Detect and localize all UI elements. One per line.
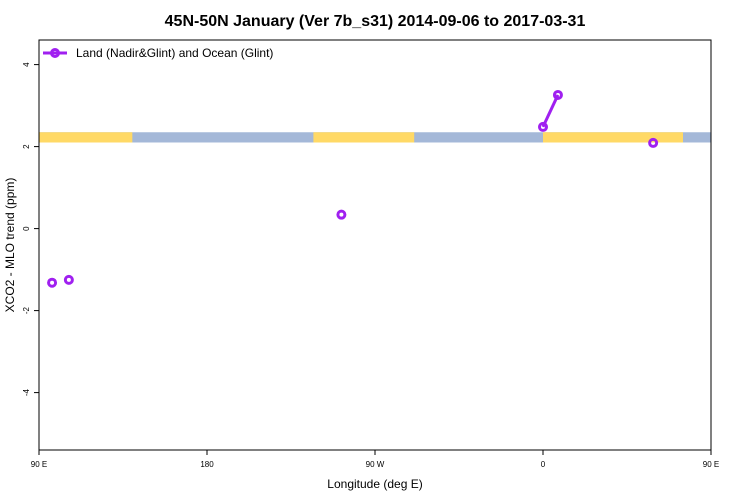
x-axis: 90 E 180 90 W 0 90 E — [31, 450, 719, 469]
data-point-4 — [552, 89, 563, 100]
y-tick-label-3: 2 — [22, 144, 31, 149]
y-tick-label-0: -4 — [22, 388, 31, 396]
y-tick-label-4: 4 — [22, 62, 31, 67]
data-point-1 — [63, 274, 74, 285]
y-tick-label-1: -2 — [22, 306, 31, 314]
y-axis-label: XCO2 - MLO trend (ppm) — [3, 178, 17, 313]
legend-marker — [50, 48, 60, 58]
chart-title: 45N-50N January (Ver 7b_s31) 2014-09-06 … — [165, 13, 586, 30]
series-line-segment-0 — [541, 94, 560, 128]
plot-frame — [38, 39, 712, 451]
data-point-2 — [336, 209, 347, 220]
data-point-5 — [648, 137, 659, 148]
land-ocean-band — [39, 132, 711, 143]
series-layer — [47, 89, 659, 288]
land-segment-2 — [543, 132, 683, 143]
x-tick-label-3: 0 — [541, 460, 546, 469]
y-tick-label-2: 0 — [22, 226, 31, 231]
y-axis: -4 -2 0 2 4 — [22, 62, 39, 396]
land-segment-1 — [313, 132, 415, 143]
legend: Land (Nadir&Glint) and Ocean (Glint) — [43, 46, 273, 60]
land-segment-0 — [39, 132, 133, 143]
data-point-3 — [538, 121, 548, 132]
x-tick-label-1: 180 — [200, 460, 214, 469]
legend-label: Land (Nadir&Glint) and Ocean (Glint) — [76, 46, 273, 60]
x-tick-label-4: 90 E — [703, 460, 719, 469]
x-tick-label-2: 90 W — [366, 460, 385, 469]
data-point-0 — [47, 277, 58, 288]
x-axis-label: Longitude (deg E) — [327, 477, 422, 491]
x-tick-label-0: 90 E — [31, 460, 47, 469]
